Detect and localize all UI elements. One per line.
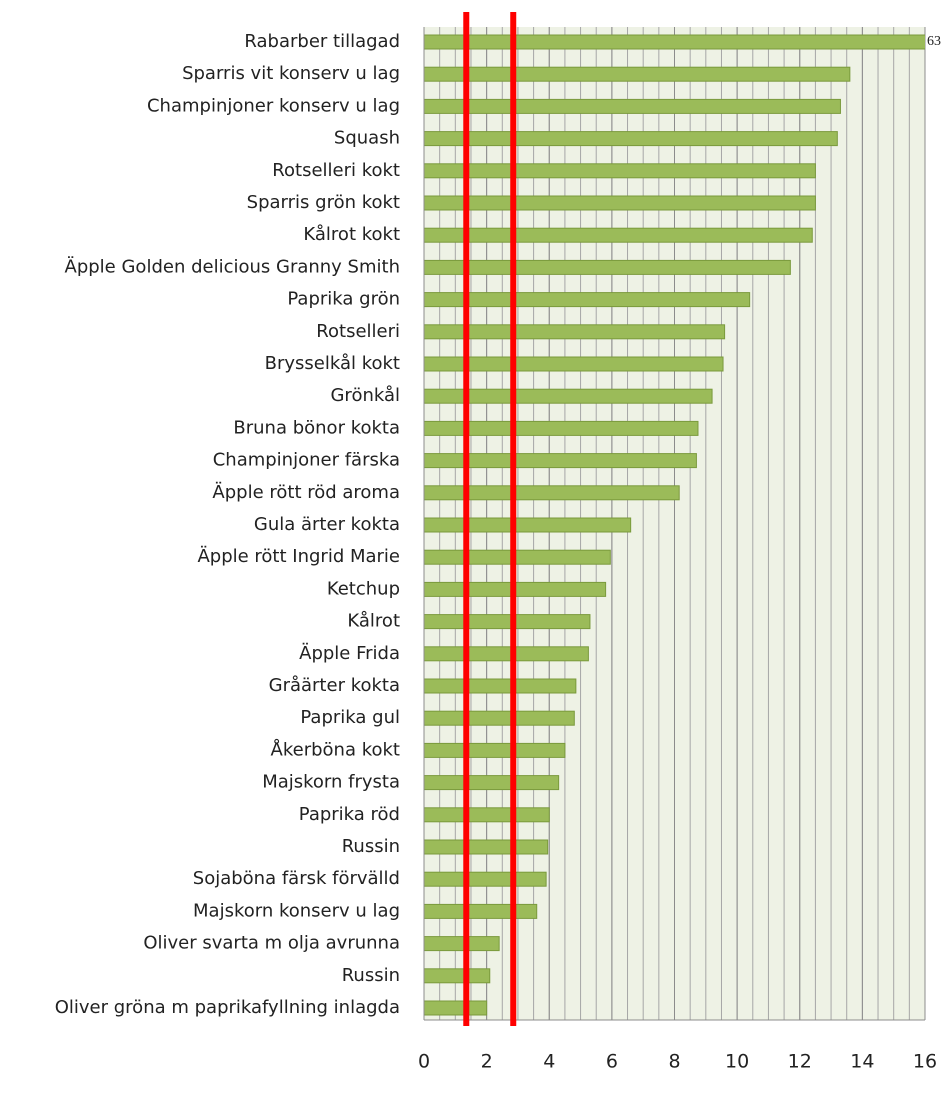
bar — [424, 775, 560, 791]
bar — [424, 292, 751, 308]
category-label: Kålrot kokt — [303, 224, 400, 245]
bar — [424, 259, 791, 275]
category-label: Brysselkål kokt — [265, 353, 400, 374]
bar — [424, 678, 577, 694]
category-label: Kålrot — [347, 611, 400, 632]
category-label: Bruna bönor kokta — [233, 417, 400, 438]
category-label: Gråärter kokta — [269, 675, 400, 696]
bar — [424, 742, 566, 758]
category-label: Äpple rött Ingrid Marie — [197, 546, 400, 567]
bar — [424, 453, 697, 469]
bar — [424, 517, 632, 533]
bar — [424, 807, 550, 823]
category-label: Majskorn frysta — [262, 772, 400, 793]
category-label: Russin — [342, 836, 400, 857]
bar — [424, 66, 851, 82]
category-label: Rabarber tillagad — [244, 31, 400, 52]
category-label: Champinjoner konserv u lag — [147, 95, 400, 116]
category-label: Rotselleri kokt — [272, 160, 400, 181]
category-label: Paprika grön — [287, 289, 400, 310]
bar — [424, 195, 816, 211]
bar — [424, 710, 575, 726]
bar — [424, 324, 726, 340]
bar — [424, 871, 547, 887]
bar — [424, 485, 680, 501]
bar — [424, 98, 841, 114]
category-label: Oliver gröna m paprikafyllning inlagda — [55, 997, 400, 1018]
category-label: Äpple Frida — [299, 643, 400, 664]
x-tick-label: 10 — [725, 1051, 749, 1073]
category-label: Oliver svarta m olja avrunna — [143, 933, 400, 954]
category-label: Grönkål — [330, 385, 400, 406]
category-label: Äpple Golden delicious Granny Smith — [65, 256, 400, 277]
x-tick-label: 16 — [913, 1051, 937, 1073]
bar — [424, 549, 611, 565]
bar — [424, 163, 816, 179]
x-tick-label: 6 — [606, 1051, 618, 1073]
category-label: Rotselleri — [316, 321, 400, 342]
x-tick-label: 14 — [850, 1051, 874, 1073]
x-tick-label: 8 — [668, 1051, 680, 1073]
bar — [424, 131, 838, 147]
bar — [424, 34, 925, 50]
bar — [424, 420, 699, 436]
bar — [424, 1000, 488, 1016]
category-label: Champinjoner färska — [213, 450, 400, 471]
bar — [424, 356, 724, 372]
bar — [424, 968, 491, 984]
bar — [424, 936, 500, 952]
category-label: Majskorn konserv u lag — [193, 900, 400, 921]
category-label: Sojaböna färsk förvälld — [193, 868, 400, 889]
category-label: Åkerböna kokt — [271, 738, 400, 760]
category-label: Paprika gul — [300, 707, 400, 728]
bar — [424, 388, 713, 404]
category-label: Paprika röd — [299, 804, 400, 825]
category-label: Ketchup — [327, 578, 400, 599]
category-label: Äpple rött röd aroma — [212, 482, 400, 503]
category-label: Squash — [334, 128, 400, 149]
data-label: 63 — [927, 34, 941, 49]
x-tick-label: 0 — [418, 1051, 430, 1073]
bar — [424, 903, 538, 919]
category-label: Russin — [342, 965, 400, 986]
bar — [424, 227, 813, 243]
category-label: Sparris grön kokt — [247, 192, 400, 213]
x-tick-label: 12 — [788, 1051, 812, 1073]
bar — [424, 646, 589, 662]
bars — [424, 34, 925, 1016]
bar — [424, 614, 591, 630]
x-tick-label: 4 — [543, 1051, 555, 1073]
category-label: Gula ärter kokta — [254, 514, 400, 535]
category-label: Sparris vit konserv u lag — [182, 63, 400, 84]
bar — [424, 839, 549, 855]
x-tick-label: 2 — [481, 1051, 493, 1073]
